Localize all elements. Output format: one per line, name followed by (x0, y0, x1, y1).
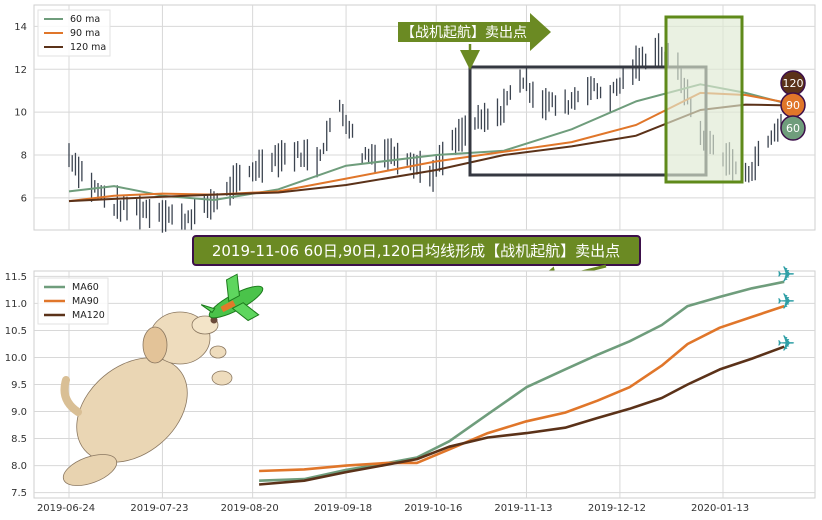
top-y-tick-label: 8 (21, 151, 27, 162)
dog-tail (60, 376, 82, 416)
arrow-label-shape (398, 13, 551, 51)
bottom-x-axis: 2019-06-24 2019-07-23 2019-08-20 2019-09-18… (37, 503, 749, 514)
title-banner: 2019-11-06 60日,90日,120日均线形成【战机起航】卖出点 (192, 235, 641, 290)
top-price-panel: 6 8 10 12 14 【战机起航】卖出点 60 ma 90 ma 120 ma 12… (14, 4, 816, 233)
sell-point-arrow-label: 【战机起航】卖出点 (398, 13, 551, 70)
bottom-y-tick-label: 11.0 (5, 299, 27, 310)
highlight-box-green (664, 15, 744, 184)
bottom-line-MA120 (258, 345, 785, 486)
badge-90-label: 90 (786, 99, 800, 112)
ma-badges: 120 90 60 (780, 70, 806, 141)
plane-icon-ma120: ✈ (777, 332, 795, 357)
legend-label-60ma: 60 ma (70, 14, 100, 25)
dog-front-paw-2 (209, 345, 227, 359)
top-legend: 60 ma 90 ma 120 ma (37, 9, 111, 57)
dog-nose (210, 316, 218, 324)
title-banner-text: 2019-11-06 60日,90日,120日均线形成【战机起航】卖出点 (212, 242, 620, 260)
badge-60 (780, 115, 806, 141)
dog-hind-leg (62, 454, 118, 486)
top-y-tick-label: 12 (14, 65, 27, 76)
bottom-y-tick-label: 9.0 (11, 407, 27, 418)
arrow-label-text: 【战机起航】卖出点 (401, 25, 527, 41)
dog-ear (142, 326, 168, 364)
badge-120-label: 120 (783, 77, 804, 90)
bottom-x-tick-label: 2019-08-20 (221, 503, 279, 514)
plane-icons: ✈ ✈ ✈ (777, 263, 795, 357)
bottom-x-tick-label: 2019-11-13 (494, 503, 552, 514)
bottom-x-tick-label: 2019-09-18 (314, 503, 372, 514)
legend-label-MA120: MA120 (72, 310, 105, 321)
bottom-y-tick-label: 8.0 (11, 461, 27, 472)
dog-body (76, 357, 188, 463)
top-grid (34, 5, 815, 230)
toy-plane-wing-2 (231, 302, 260, 322)
toy-plane-wing (225, 273, 240, 303)
dog-illustration (60, 311, 233, 486)
bottom-ma-panel: 7.5 8.0 8.5 9.0 9.5 10.0 10.5 11.0 11.5 2019-06-… (5, 263, 816, 514)
top-y-axis: 6 8 10 12 14 (14, 22, 27, 204)
legend-label-90ma: 90 ma (70, 28, 100, 39)
bottom-line-MA90 (259, 304, 785, 473)
bottom-line-MA60 (259, 280, 785, 482)
bottom-y-tick-label: 9.5 (11, 380, 27, 391)
bottom-y-tick-label: 8.5 (11, 434, 27, 445)
bottom-x-tick-label: 2019-07-23 (130, 503, 188, 514)
bottom-y-tick-label: 7.5 (11, 488, 27, 499)
bottom-x-tick-label: 2019-06-24 (37, 503, 95, 514)
toy-plane-cargo (220, 300, 236, 313)
legend-label-MA60: MA60 (72, 282, 99, 293)
plane-icon-ma60: ✈ (777, 263, 795, 288)
legend-label-MA90: MA90 (72, 296, 99, 307)
bottom-y-tick-label: 10.0 (5, 353, 27, 364)
top-y-tick-label: 6 (21, 193, 27, 204)
bottom-x-tick-label: 2019-10-16 (404, 503, 462, 514)
bottom-x-tick-label: 2019-12-12 (588, 503, 646, 514)
toy-plane-tail (200, 304, 216, 314)
top-y-tick-label: 10 (14, 108, 27, 119)
bottom-y-tick-label: 10.5 (5, 326, 27, 337)
bottom-y-tick-label: 11.5 (5, 272, 27, 283)
bottom-x-tick-label: 2020-01-13 (691, 503, 749, 514)
dog-front-paw (211, 370, 233, 386)
toy-plane-icon (200, 273, 264, 322)
bottom-legend: MA60 MA90 MA120 (37, 277, 109, 325)
badge-60-label: 60 (786, 122, 800, 135)
plane-icon-ma90: ✈ (777, 290, 795, 315)
bottom-y-axis: 7.5 8.0 8.5 9.0 9.5 10.0 10.5 11.0 11.5 (5, 272, 27, 499)
legend-label-120ma: 120 ma (70, 42, 106, 53)
top-y-tick-label: 14 (14, 22, 27, 33)
bottom-ma-lines (258, 280, 785, 486)
title-banner-box (192, 235, 641, 266)
